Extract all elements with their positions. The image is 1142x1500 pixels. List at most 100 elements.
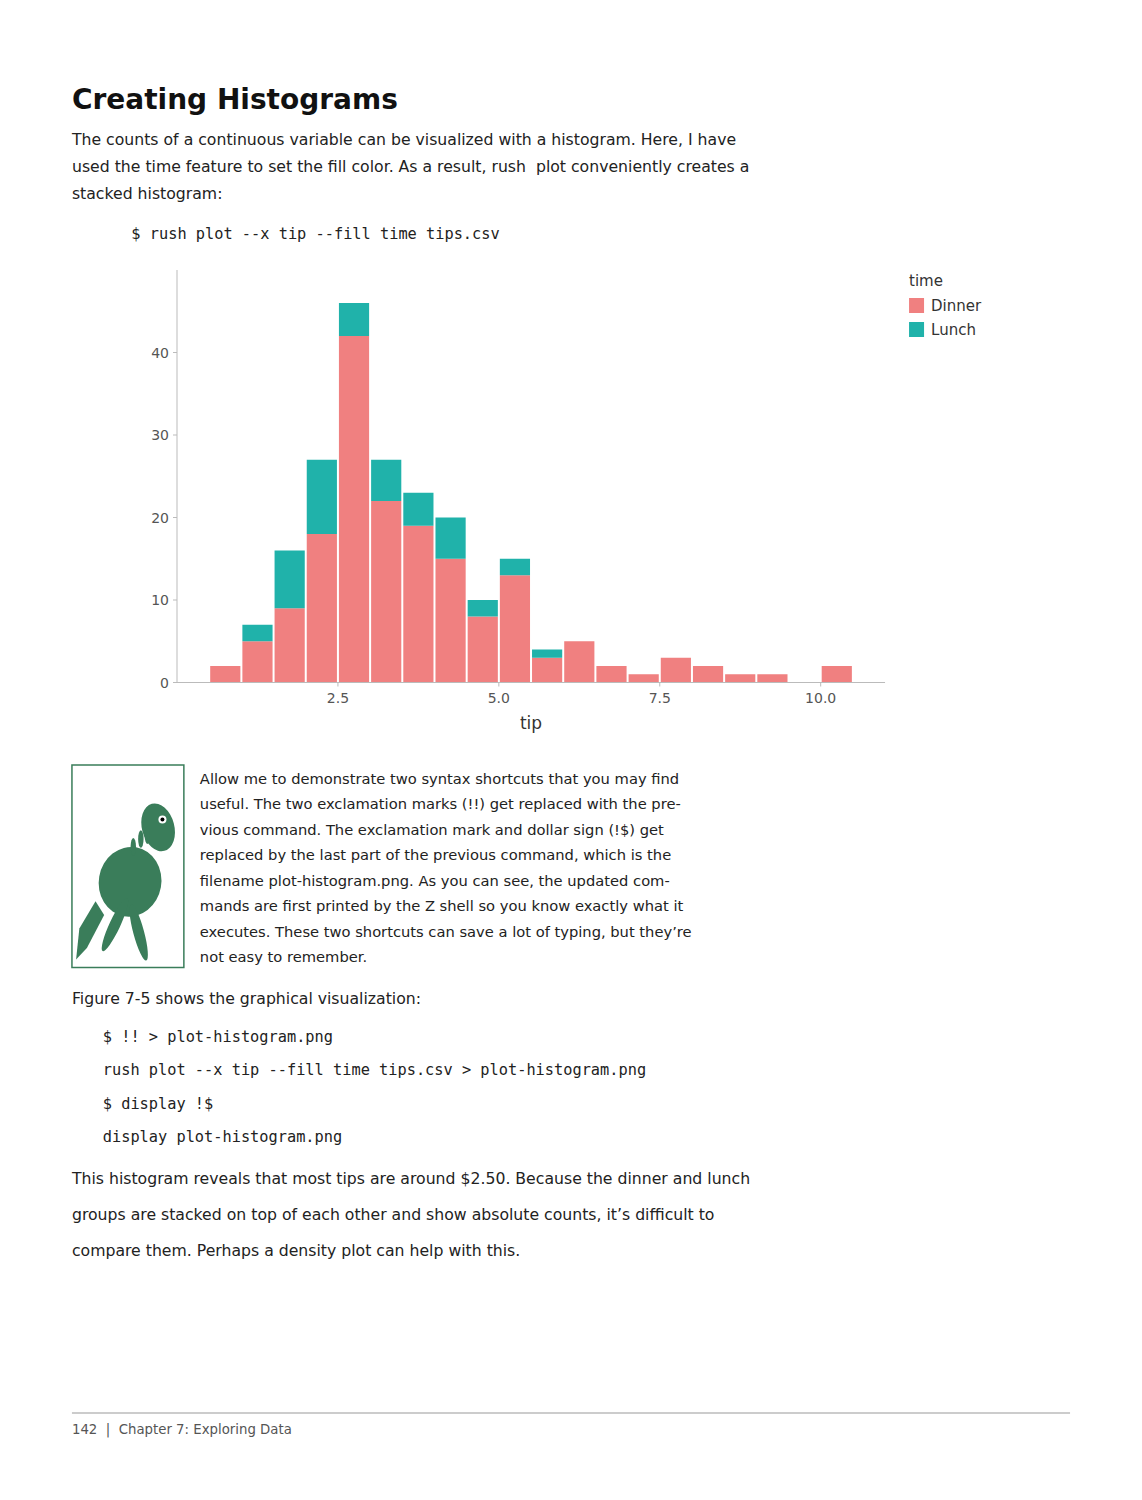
histogram-bar	[242, 641, 272, 682]
note-text: replaced by the last part of the previou…	[200, 846, 671, 864]
icon-shape	[131, 838, 136, 856]
y-tick	[173, 600, 177, 601]
body-text: compare them. Perhaps a density plot can…	[72, 1242, 520, 1261]
page: Creating Histograms The counts of a conti…	[0, 0, 1142, 1500]
legend-swatch	[909, 322, 924, 337]
body-text: Figure 7-5 shows the graphical visualiza…	[72, 990, 421, 1009]
histogram-bar	[757, 674, 787, 675]
legend: time Dinner Lunch	[909, 272, 982, 339]
icon-shape	[93, 842, 167, 922]
y-axis-line	[177, 270, 178, 683]
y-tick-label: 0	[160, 675, 169, 691]
y-tick	[173, 517, 177, 518]
title: Creating Histograms	[72, 83, 398, 117]
legend-label: Dinner	[931, 297, 982, 315]
histogram-bar	[822, 666, 852, 667]
x-tick	[498, 683, 499, 687]
note-text: not easy to remember.	[200, 948, 367, 966]
x-tick-label: 7.5	[649, 690, 671, 706]
legend-label: Lunch	[931, 321, 976, 339]
histogram-bar	[339, 303, 369, 336]
histogram-bar	[468, 617, 498, 683]
histogram-bar	[403, 493, 433, 526]
histogram-bar	[435, 518, 465, 559]
note-text: vious command. The exclamation mark and …	[200, 821, 664, 839]
note-text: Allow me to demonstrate two syntax short…	[200, 770, 679, 788]
iguana-icon	[72, 765, 184, 968]
histogram-bar	[500, 559, 530, 576]
command: $ !! > plot-histogram.png	[103, 1028, 333, 1046]
y-tick-label: 30	[151, 427, 169, 443]
histogram-bar	[210, 666, 240, 683]
command: $ rush plot --x tip --fill time tips.csv	[131, 225, 499, 243]
histogram-bar	[275, 551, 305, 609]
decoration-layer	[0, 0, 1142, 1500]
note-text: useful. The two exclamation marks (!!) g…	[200, 795, 681, 813]
note-text: filename plot-histogram.png. As you can …	[200, 872, 670, 890]
legend-title: time	[909, 272, 943, 290]
histogram-bar	[725, 674, 755, 675]
axes: 2.55.07.510.0010203040	[151, 345, 836, 706]
body-text: used the time feature to set the fill co…	[72, 158, 749, 177]
x-tick	[659, 683, 660, 687]
y-tick-label: 40	[151, 345, 169, 361]
histogram-bar	[532, 658, 562, 683]
y-tick-label: 10	[151, 592, 169, 608]
footer-rule	[72, 1413, 1070, 1414]
footer-text: 142 | Chapter 7: Exploring Data	[72, 1422, 292, 1438]
command: $ display !$	[103, 1095, 214, 1113]
icon-shape	[98, 896, 132, 953]
histogram-bar	[307, 460, 337, 534]
histogram-bar	[468, 600, 498, 617]
histogram-bar	[693, 666, 723, 667]
histogram-bar	[435, 559, 465, 683]
chart: 2.55.07.510.0010203040tiptimeDinnerLunch	[0, 0, 1142, 1500]
histogram-bar	[210, 666, 240, 667]
command-output: rush plot --x tip --fill time tips.csv >…	[103, 1061, 646, 1079]
icon-shape	[126, 903, 152, 962]
y-tick	[173, 682, 177, 683]
histogram-bar	[403, 526, 433, 683]
body-text: groups are stacked on top of each other …	[72, 1206, 715, 1225]
note-text: executes. These two shortcuts can save a…	[200, 923, 692, 941]
icon-frame	[72, 765, 184, 968]
icon-shape	[160, 818, 164, 822]
note-text: mands are first printed by the Z shell s…	[200, 897, 683, 915]
y-tick	[173, 435, 177, 436]
histogram-bar	[661, 658, 691, 683]
x-tick	[820, 683, 821, 687]
x-axis-line	[177, 682, 885, 683]
body-text: This histogram reveals that most tips ar…	[72, 1170, 750, 1189]
body-text: stacked histogram:	[72, 185, 223, 204]
histogram-bar	[629, 674, 659, 682]
histogram-bar	[661, 657, 691, 658]
icon-shape	[138, 830, 143, 848]
legend-swatch	[909, 298, 924, 313]
histogram-bar	[596, 666, 626, 683]
y-tick-label: 20	[151, 510, 169, 526]
command-output: display plot-histogram.png	[103, 1128, 342, 1146]
histogram-bar	[371, 460, 401, 501]
histogram-bar	[242, 625, 272, 642]
histogram-bar	[757, 674, 787, 682]
x-tick-label: 2.5	[327, 690, 349, 706]
x-tick	[337, 683, 338, 687]
bars	[210, 303, 852, 683]
histogram-bar	[371, 501, 401, 683]
histogram-bar	[822, 666, 852, 683]
histogram-bar	[629, 674, 659, 675]
histogram-bar	[275, 608, 305, 682]
icon-shape	[158, 816, 166, 824]
histogram-bar	[339, 336, 369, 683]
histogram-bar	[307, 534, 337, 683]
body-text: The counts of a continuous variable can …	[72, 131, 736, 150]
histogram-bar	[564, 641, 594, 642]
icon-shape	[76, 901, 104, 959]
y-tick	[173, 352, 177, 353]
histogram-bar	[564, 641, 594, 682]
histogram-bar	[693, 666, 723, 683]
histogram-bar	[532, 650, 562, 658]
x-axis-label: tip	[520, 713, 542, 733]
histogram-bar	[596, 666, 626, 667]
histogram-bar	[500, 575, 530, 682]
